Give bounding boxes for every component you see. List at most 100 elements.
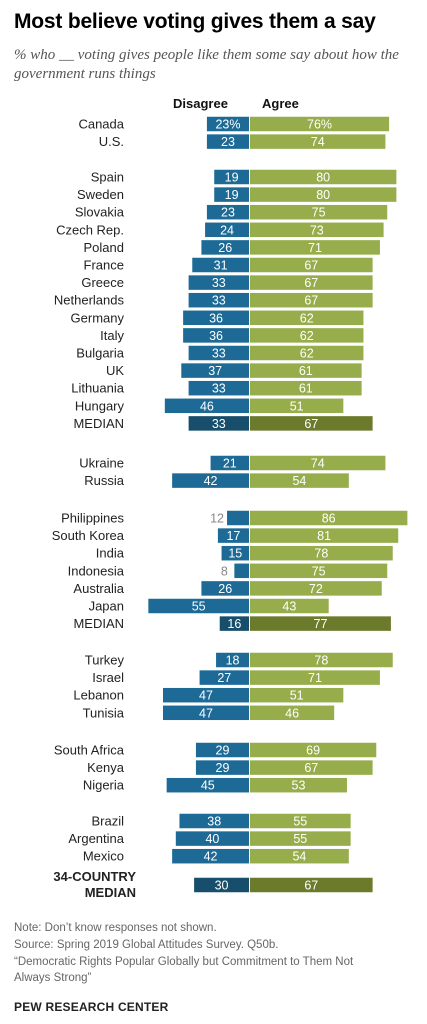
- disagree-value-label: 23%: [215, 118, 240, 132]
- agree-bar: [250, 670, 380, 685]
- agree-bar: [250, 187, 397, 202]
- agree-bar: [250, 742, 377, 758]
- disagree-bar: [221, 545, 249, 561]
- disagree-bar: [195, 742, 249, 758]
- agree-bar: [250, 345, 364, 361]
- agree-bar: [250, 528, 399, 543]
- disagree-value-label: 23: [221, 206, 235, 220]
- agree-bar: [250, 598, 329, 614]
- agree-bar: [250, 416, 373, 431]
- agree-bar: [250, 169, 397, 185]
- disagree-bar: [188, 275, 249, 290]
- disagree-value-label: 19: [225, 171, 239, 185]
- disagree-value-label: 17: [226, 529, 240, 543]
- agree-value-label: 62: [300, 329, 314, 343]
- agree-value-label: 80: [316, 171, 330, 185]
- disagree-value-label: 12: [210, 512, 224, 526]
- category-label: Germany: [71, 310, 125, 325]
- chart-title: Most believe voting gives them a say: [14, 10, 376, 33]
- disagree-bar: [206, 116, 249, 132]
- agree-value-label: 67: [304, 276, 318, 290]
- disagree-bar: [148, 598, 249, 614]
- disagree-bar: [194, 877, 249, 893]
- disagree-value-label: 36: [209, 329, 223, 343]
- agree-value-label: 54: [292, 474, 306, 488]
- agree-bar: [250, 581, 382, 596]
- agree-bar: [250, 563, 388, 579]
- category-label: MEDIAN: [73, 616, 124, 631]
- category-label: India: [96, 546, 125, 561]
- agree-value-label: 43: [282, 600, 296, 614]
- category-label: France: [84, 258, 124, 273]
- agree-value-label: 69: [306, 744, 320, 758]
- disagree-bar: [214, 169, 249, 185]
- disagree-bar: [195, 760, 249, 775]
- agree-value-label: 80: [316, 188, 330, 202]
- agree-value-label: 74: [311, 457, 325, 471]
- category-label: South Korea: [52, 528, 125, 543]
- category-label: Philippines: [61, 511, 124, 526]
- agree-value-label: 81: [317, 529, 331, 543]
- disagree-value-label: 33: [212, 347, 226, 361]
- category-label: Czech Rep.: [56, 222, 124, 237]
- disagree-value-label: 24: [220, 223, 234, 237]
- disagree-bar: [206, 204, 249, 220]
- category-label: Netherlands: [54, 293, 125, 308]
- agree-value-label: 53: [292, 779, 306, 793]
- category-label: U.S.: [99, 134, 124, 149]
- agree-bar: [250, 310, 364, 326]
- disagree-bar: [201, 581, 249, 596]
- agree-value-label: 67: [304, 259, 318, 273]
- disagree-value-label: 29: [216, 761, 230, 775]
- disagree-bar: [164, 398, 249, 414]
- agree-bar: [250, 831, 351, 846]
- category-label: Turkey: [85, 653, 125, 668]
- disagree-bar: [201, 240, 249, 255]
- category-label: Ukraine: [79, 456, 124, 471]
- agree-bar: [250, 204, 388, 220]
- agree-value-label: 72: [309, 582, 323, 596]
- agree-bar: [250, 813, 351, 829]
- agree-bar: [250, 380, 362, 396]
- disagree-value-label: 23: [221, 135, 235, 149]
- category-label: Poland: [84, 240, 124, 255]
- agree-bar: [250, 257, 373, 273]
- agree-bar: [250, 292, 373, 308]
- footnote-source: Source: Spring 2019 Global Attitudes Sur…: [14, 939, 279, 951]
- disagree-bar: [227, 510, 249, 526]
- agree-value-label: 61: [299, 364, 313, 378]
- disagree-bar: [166, 777, 249, 793]
- agree-value-label: 62: [300, 311, 314, 325]
- brand-logo-text: PEW RESEARCH CENTER: [14, 1000, 169, 1014]
- agree-value-label: 67: [304, 417, 318, 431]
- category-label: Hungary: [75, 398, 125, 413]
- agree-bar: [250, 687, 344, 703]
- footnote-report-title-line-1: “Democratic Rights Popular Globally but …: [14, 956, 354, 968]
- disagree-value-label: 21: [223, 457, 237, 471]
- legend-disagree: Disagree: [173, 96, 228, 111]
- category-label: Japan: [89, 599, 124, 614]
- disagree-bar: [181, 363, 249, 378]
- category-label: MEDIAN: [73, 416, 124, 431]
- agree-bar: [250, 222, 384, 238]
- agree-value-label: 54: [292, 850, 306, 864]
- category-label: Bulgaria: [76, 346, 124, 361]
- disagree-value-label: 15: [228, 547, 242, 561]
- agree-value-label: 67: [304, 294, 318, 308]
- agree-value-label: 77: [314, 617, 328, 631]
- agree-bar: [250, 455, 386, 471]
- category-label: Sweden: [77, 187, 124, 202]
- disagree-bar: [217, 528, 249, 543]
- category-label: UK: [106, 363, 124, 378]
- category-label: Lithuania: [71, 381, 125, 396]
- disagree-value-label: 42: [204, 850, 218, 864]
- agree-value-label: 61: [299, 382, 313, 396]
- agree-bar: [250, 616, 391, 631]
- agree-value-label: 71: [308, 241, 322, 255]
- disagree-value-label: 38: [207, 815, 221, 829]
- agree-value-label: 67: [304, 879, 318, 893]
- agree-bar: [250, 398, 344, 414]
- disagree-value-label: 33: [212, 382, 226, 396]
- disagree-value-label: 19: [225, 188, 239, 202]
